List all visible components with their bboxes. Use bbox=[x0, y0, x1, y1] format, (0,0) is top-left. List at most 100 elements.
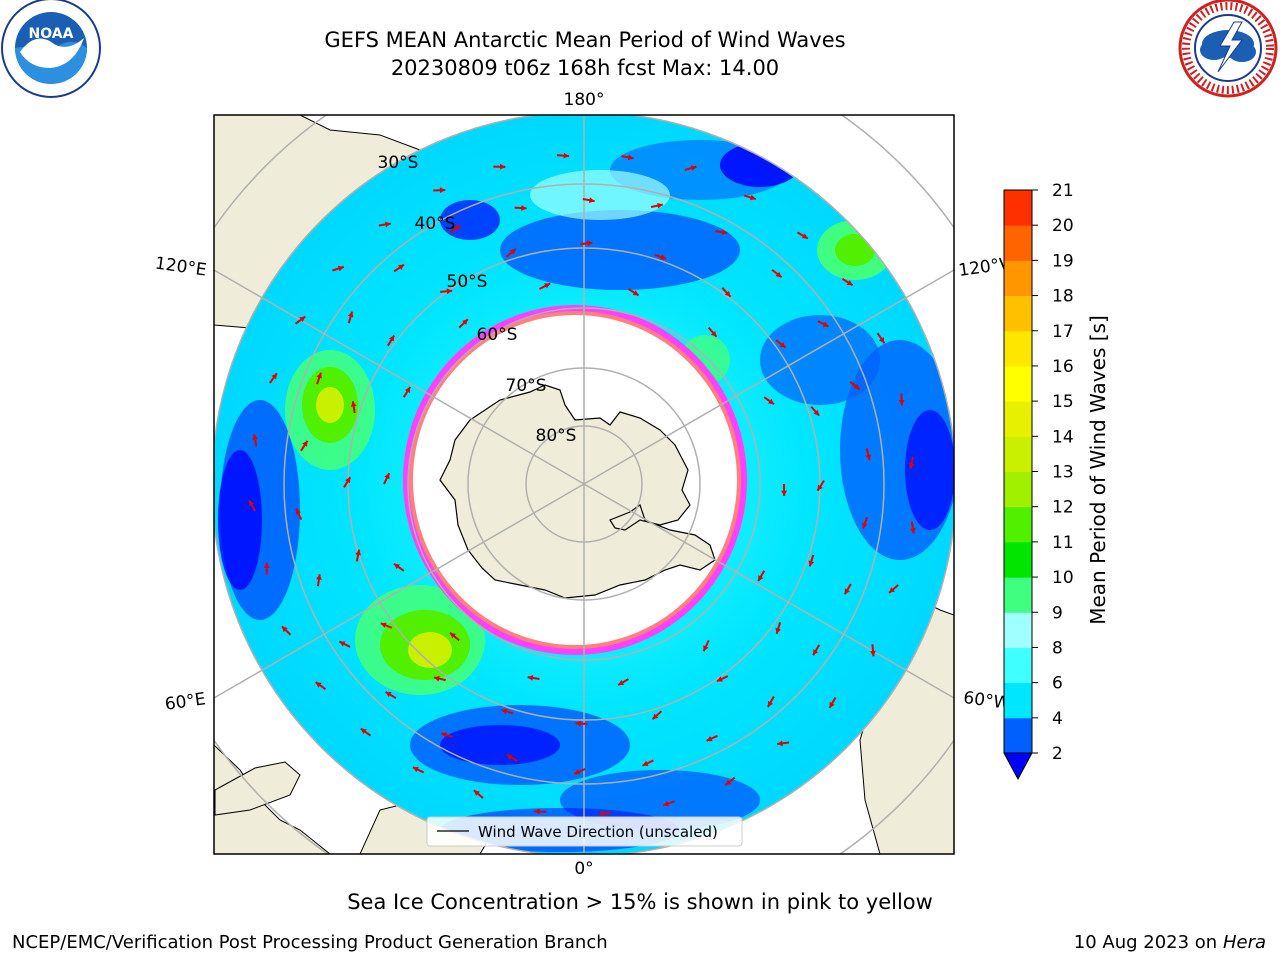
wave-arrow-head bbox=[775, 271, 782, 278]
wave-arrow-head bbox=[870, 650, 876, 657]
wave-arrow-head bbox=[865, 454, 872, 461]
wave-arrow-head bbox=[652, 713, 659, 720]
wave-arrow-head bbox=[281, 626, 288, 633]
wave-arrow-head bbox=[829, 701, 835, 708]
wave-arrow-head bbox=[749, 194, 756, 201]
wave-arrow-head bbox=[777, 740, 783, 747]
wind-wave-arrows bbox=[248, 152, 916, 817]
wave-arrow-head bbox=[385, 221, 391, 228]
wave-arrow-head bbox=[563, 152, 570, 159]
lat-label-80: 80°S bbox=[536, 426, 577, 446]
lon-label-lower-left: 60°E bbox=[164, 689, 207, 714]
wave-arrow-head bbox=[385, 691, 392, 698]
wave-arrow-head bbox=[690, 165, 697, 171]
colorbar-tick-label: 12 bbox=[1052, 498, 1074, 518]
lat-label-40: 40°S bbox=[415, 214, 456, 234]
wave-arrow-head bbox=[586, 240, 593, 247]
wave-arrow-head bbox=[271, 373, 277, 380]
wave-arrow-head bbox=[660, 254, 667, 260]
wave-arrow-head bbox=[252, 434, 258, 441]
wave-arrow-head bbox=[724, 290, 731, 297]
lat-label-70: 70°S bbox=[506, 376, 547, 396]
wave-arrow-head bbox=[544, 283, 551, 289]
wave-arrow-head bbox=[588, 197, 595, 204]
colorbar-tick-label: 2 bbox=[1052, 744, 1063, 764]
wave-arrow-head bbox=[412, 766, 419, 773]
map-frame bbox=[213, 114, 955, 855]
chart-subtitle: 20230809 t06z 168h fcst Max: 14.00 bbox=[390, 56, 780, 80]
colorbar-tick-label: 4 bbox=[1052, 709, 1063, 729]
wave-arrow-head bbox=[663, 800, 670, 807]
wave-arrow-head bbox=[817, 484, 823, 491]
colorbar-segment bbox=[1004, 436, 1032, 472]
wave-arrow-head bbox=[337, 265, 344, 272]
colorbar-tick-label: 18 bbox=[1052, 287, 1074, 307]
wave-arrow-head bbox=[462, 319, 468, 325]
wave-arrow-head bbox=[350, 401, 357, 407]
lon-label-bottom: 0° bbox=[574, 859, 593, 879]
wave-arrow-head bbox=[339, 641, 346, 647]
lat-label-60: 60°S bbox=[477, 325, 518, 345]
wave-arrow-head bbox=[384, 473, 390, 480]
wave-arrow-head bbox=[433, 675, 440, 682]
wave-arrow-head bbox=[295, 508, 301, 515]
colorbar-tick-label: 13 bbox=[1052, 463, 1074, 483]
wave-arrow-head bbox=[908, 463, 915, 469]
wave-arrow-head bbox=[781, 490, 787, 496]
colorbar-segment bbox=[1004, 190, 1032, 226]
lat-label-30: 30°S bbox=[378, 153, 419, 173]
wave-arrow-head bbox=[345, 477, 351, 484]
wave-arrow-head bbox=[813, 409, 820, 416]
sea-ice-note: Sea Ice Concentration > 15% is shown in … bbox=[347, 890, 933, 914]
colorbar-segment bbox=[1004, 541, 1032, 578]
wave-arrow-head bbox=[249, 500, 255, 507]
colorbar-segment bbox=[1004, 647, 1032, 684]
wave-arrow-head bbox=[521, 205, 527, 211]
colorbar-segment bbox=[1004, 471, 1032, 508]
wave-arrow-head bbox=[878, 337, 885, 344]
wave-arrow-head bbox=[710, 330, 717, 337]
wave-arrow-head bbox=[846, 279, 853, 286]
wave-arrow-head bbox=[506, 754, 513, 760]
footer-date-text: 10 Aug 2023 on bbox=[1073, 932, 1218, 953]
colorbar-segment bbox=[1004, 612, 1032, 648]
colorbar-tick-label: 21 bbox=[1052, 181, 1074, 201]
lat-label-50: 50°S bbox=[447, 272, 488, 292]
wave-arrow-head bbox=[775, 627, 781, 634]
chart-title: GEFS MEAN Antarctic Mean Period of Wind … bbox=[324, 28, 846, 52]
wave-arrow-head bbox=[598, 810, 605, 817]
colorbar-segment bbox=[1004, 330, 1032, 367]
wave-arrow-head bbox=[439, 187, 446, 194]
colorbar-segment bbox=[1004, 577, 1032, 613]
wave-arrow-head bbox=[725, 779, 732, 786]
wave-arrow-head bbox=[574, 769, 581, 775]
wave-arrow-head bbox=[509, 249, 516, 255]
colorbar-tick-label: 11 bbox=[1052, 533, 1074, 553]
nws-logo bbox=[1178, 0, 1278, 98]
wave-arrow-head bbox=[501, 708, 508, 715]
antarctica bbox=[439, 384, 716, 599]
colorbar-segment bbox=[1004, 506, 1032, 543]
wave-arrow-head bbox=[703, 645, 709, 652]
wave-arrow-head bbox=[768, 398, 775, 405]
wave-arrow-head bbox=[316, 574, 322, 580]
wave-arrow-head bbox=[473, 790, 480, 796]
wave-arrow-head bbox=[316, 372, 322, 379]
wave-arrow-head bbox=[388, 335, 395, 342]
wave-arrow-head bbox=[404, 387, 411, 394]
wave-arrow-head bbox=[263, 562, 270, 568]
wave-arrow-head bbox=[758, 575, 764, 582]
wave-arrow-head bbox=[575, 720, 581, 727]
colorbar-segment bbox=[1004, 401, 1032, 437]
colorbar-tick-label: 19 bbox=[1052, 251, 1074, 271]
colorbar-segment bbox=[1004, 295, 1032, 332]
colorbar: 2 4 6 8 9 10 11 12 13 14 15 16 17 18 19 20 21 bbox=[1003, 181, 1074, 781]
wave-arrow-head bbox=[642, 760, 649, 766]
wave-arrow-head bbox=[889, 587, 895, 593]
wave-arrow-head bbox=[862, 522, 868, 529]
longitude-lines bbox=[214, 115, 954, 854]
lon-label-upper-left: 120°E bbox=[154, 254, 208, 281]
wave-arrow-head bbox=[534, 808, 540, 815]
noaa-logo: NOAA bbox=[1, 0, 101, 98]
